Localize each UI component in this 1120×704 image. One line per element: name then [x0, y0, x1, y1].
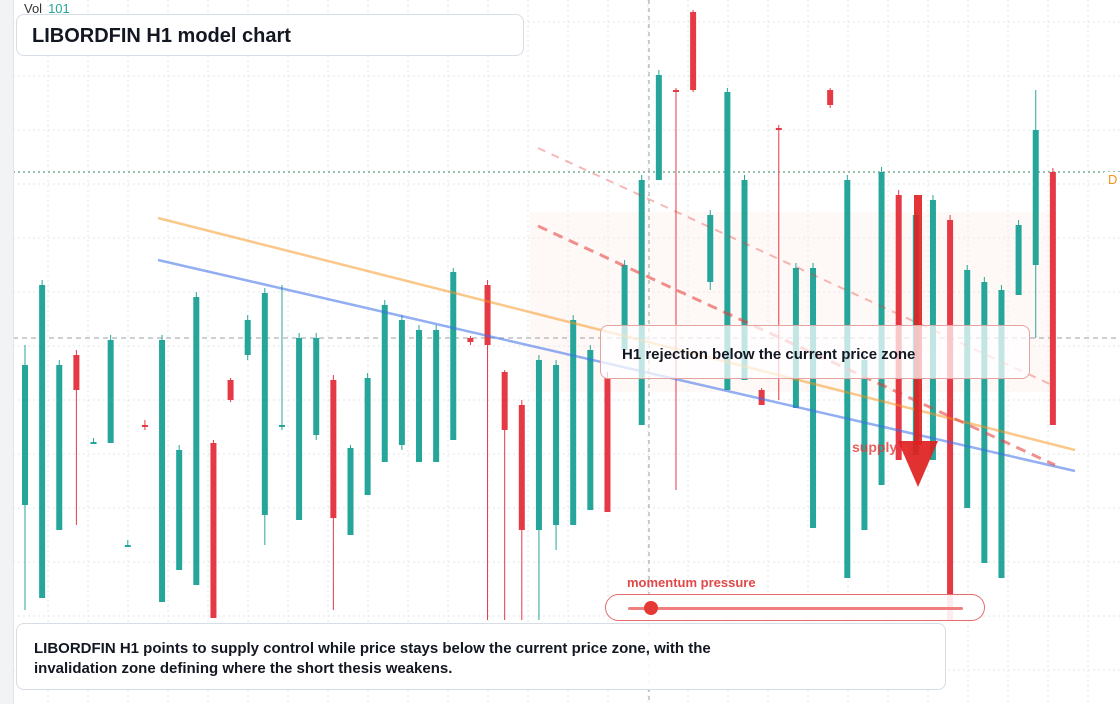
candle-body	[501, 372, 508, 430]
callout-text: H1 rejection below the current price zon…	[622, 346, 916, 363]
candle-body	[467, 338, 474, 342]
candle-body	[570, 320, 577, 525]
candle-body	[176, 450, 183, 570]
candle-body	[638, 180, 645, 425]
candle-body	[1015, 225, 1022, 295]
candle-body	[827, 90, 834, 105]
candle-body	[22, 365, 28, 505]
candle-body	[227, 380, 234, 400]
candle-body	[39, 285, 46, 598]
supply-zone-label: supply s	[852, 439, 909, 455]
candle-body	[775, 128, 782, 130]
candle-body	[655, 75, 662, 180]
candle-body	[998, 290, 1005, 578]
candle-body	[193, 297, 200, 585]
candle-body	[450, 272, 457, 440]
candle-body	[398, 320, 405, 445]
candle-body	[278, 425, 285, 427]
candle-body	[313, 338, 320, 435]
candle-body	[261, 293, 268, 515]
candle-body	[330, 380, 337, 518]
candle-body	[690, 12, 697, 90]
candle-body	[1049, 172, 1056, 425]
candle-body	[535, 360, 542, 530]
candle-body	[621, 265, 628, 350]
candle-body	[553, 365, 560, 525]
rejection-callout: H1 rejection below the current price zon…	[600, 325, 1030, 379]
price-scale-strip	[0, 0, 14, 704]
candle-body	[141, 425, 148, 427]
candle-body	[587, 350, 594, 510]
candle-body	[296, 338, 303, 520]
candle-body	[947, 220, 954, 620]
candle-body	[56, 365, 63, 530]
price-axis-tag: D	[1104, 172, 1120, 190]
candle-body	[244, 320, 251, 355]
candle-body	[210, 443, 217, 618]
chart-title: LIBORDFIN H1 model chart	[32, 25, 291, 47]
candle-body	[364, 378, 371, 495]
candle-body	[724, 92, 731, 390]
candle-body	[707, 215, 714, 282]
momentum-track	[628, 607, 963, 610]
candle-body	[347, 448, 354, 535]
candle-body	[107, 340, 114, 443]
candle-body	[90, 442, 97, 444]
candle-body	[159, 340, 166, 602]
candle-body	[758, 390, 765, 405]
candle-body	[1032, 130, 1039, 265]
candle-body	[672, 90, 679, 92]
momentum-gauge	[605, 594, 985, 621]
candle-body	[518, 405, 525, 530]
red-downtrend-line	[537, 224, 1056, 467]
volume-readout: Vol 101	[24, 1, 70, 16]
candle-body	[981, 282, 988, 563]
candle-body	[844, 180, 851, 578]
volume-value: 101	[48, 1, 70, 16]
candle-body	[433, 330, 440, 462]
candle-body	[416, 330, 423, 462]
candle-body	[810, 268, 817, 528]
candle-body	[964, 270, 971, 508]
candle-body	[741, 180, 748, 380]
candle-body	[73, 355, 80, 390]
candle-body	[381, 305, 388, 462]
candle-body	[604, 378, 611, 512]
volume-label: Vol	[24, 1, 43, 16]
summary-text: LIBORDFIN H1 points to supply control wh…	[34, 640, 711, 677]
summary-panel: LIBORDFIN H1 points to supply control wh…	[16, 623, 946, 690]
candle-body	[124, 545, 131, 547]
candle-body	[484, 285, 491, 345]
short-arrow-head	[898, 441, 938, 487]
momentum-label: momentum pressure	[627, 575, 756, 590]
momentum-knob[interactable]	[644, 601, 659, 615]
candle-body	[861, 360, 868, 530]
chart-title-panel: LIBORDFIN H1 model chart	[16, 14, 524, 56]
